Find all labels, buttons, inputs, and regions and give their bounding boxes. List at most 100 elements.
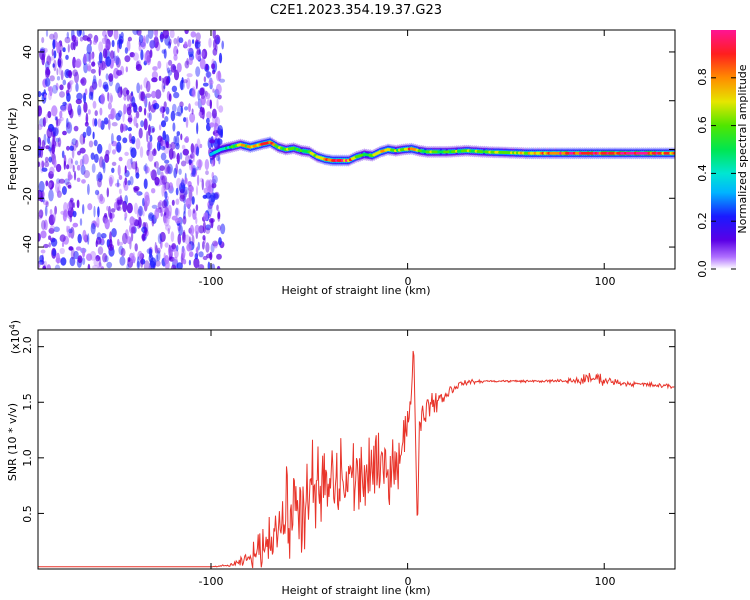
noise-blob (158, 75, 162, 81)
noise-blob (184, 177, 187, 186)
noise-blob (216, 253, 222, 260)
noise-blob (180, 160, 187, 167)
noise-blob (44, 156, 49, 163)
noise-blob (112, 149, 116, 155)
noise-blob (124, 47, 128, 54)
noise-blob (157, 135, 163, 143)
noise-blob (116, 178, 120, 188)
noise-blob (73, 143, 77, 152)
spectrogram-x-tick-label: 0 (405, 275, 412, 288)
noise-blob (218, 105, 224, 113)
noise-blob (213, 39, 217, 50)
noise-blob (61, 241, 65, 248)
noise-blob (77, 104, 82, 116)
noise-blob (129, 216, 135, 226)
noise-blob (110, 108, 115, 120)
noise-blob (60, 104, 67, 111)
noise-blob (111, 40, 115, 48)
noise-blob (52, 127, 59, 137)
snr-x-tick-label: 100 (595, 575, 616, 588)
noise-blob (41, 220, 46, 230)
noise-blob (181, 247, 186, 259)
noise-blob (136, 191, 143, 196)
noise-blob (69, 215, 73, 223)
noise-blob (43, 219, 48, 231)
noise-blob (148, 124, 151, 136)
noise-blob (194, 224, 200, 235)
noise-blob (158, 207, 162, 214)
noise-blob (133, 186, 140, 191)
snr-y-tick-label: 1.0 (21, 449, 34, 467)
noise-blob (189, 112, 196, 123)
noise-blob (98, 196, 106, 205)
noise-blob (87, 263, 91, 269)
noise-blob (40, 230, 47, 239)
noise-blob (148, 101, 151, 112)
noise-blob (149, 49, 153, 59)
noise-blob (188, 103, 191, 113)
noise-blob (160, 171, 164, 181)
noise-blob (190, 172, 194, 177)
noise-blob (155, 260, 161, 267)
noise-blob (205, 227, 211, 234)
noise-blob (137, 189, 140, 197)
noise-blob (51, 144, 56, 155)
noise-blob (164, 214, 168, 224)
noise-blob (217, 94, 222, 100)
noise-blob (102, 30, 107, 37)
noise-blob (123, 95, 127, 101)
noise-blob (49, 85, 53, 97)
noise-blob (131, 96, 136, 107)
noise-blob (138, 44, 142, 52)
noise-blob (38, 161, 41, 168)
spectrogram-x-axis-label: Height of straight line (km) (281, 284, 430, 297)
noise-blob (211, 178, 217, 184)
noise-blob (173, 54, 178, 61)
noise-blob (192, 39, 195, 44)
noise-blob (102, 252, 108, 263)
noise-blob (133, 104, 138, 113)
noise-blob (51, 84, 58, 94)
noise-blob (44, 205, 48, 217)
noise-blob (126, 236, 132, 245)
noise-blob (179, 188, 186, 200)
noise-blob (216, 36, 220, 45)
noise-blob (92, 39, 98, 45)
noise-blob (187, 208, 192, 218)
noise-blob (182, 215, 187, 225)
noise-blob (127, 180, 131, 186)
noise-blob (82, 247, 86, 258)
noise-blob (38, 145, 41, 157)
noise-blob (58, 178, 65, 184)
colorbar-ticks (711, 77, 736, 270)
noise-blob (163, 252, 166, 261)
noise-blob (205, 242, 210, 253)
noise-blob (129, 52, 135, 58)
noise-blob (215, 83, 222, 95)
noise-blob (205, 224, 212, 231)
noise-blob (106, 205, 109, 211)
noise-blob (196, 47, 201, 56)
noise-blob (185, 189, 187, 198)
noise-blob (161, 112, 165, 119)
noise-blob (205, 92, 211, 100)
noise-blob (202, 221, 206, 234)
noise-blob (145, 34, 149, 44)
noise-blob (120, 247, 126, 257)
noise-blob (75, 139, 79, 148)
noise-blob (60, 70, 64, 81)
noise-blob (136, 30, 142, 36)
spectrogram-panel: -100 0 100 40 20 0 -20 -40 Height of str… (6, 29, 676, 297)
noise-blob (97, 143, 103, 154)
noise-blob (205, 63, 209, 71)
noise-blob (97, 246, 104, 255)
colorbar: 0.0 0.2 0.4 0.6 0.8 Normalized spectral … (696, 30, 749, 278)
noise-blob (209, 122, 215, 128)
noise-blob (161, 200, 168, 209)
noise-blob (188, 259, 191, 266)
noise-blob (167, 227, 170, 235)
noise-blob (130, 255, 137, 263)
noise-blob (104, 43, 111, 50)
noise-blob (48, 189, 54, 202)
noise-blob (171, 243, 177, 250)
